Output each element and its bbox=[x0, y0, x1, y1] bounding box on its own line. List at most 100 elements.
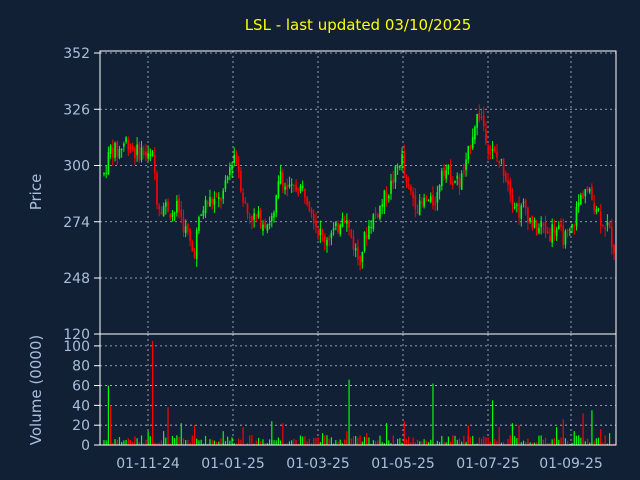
volume-bar bbox=[149, 436, 151, 445]
volume-bar bbox=[410, 442, 412, 445]
candle bbox=[142, 145, 145, 159]
candle bbox=[112, 139, 114, 166]
candle bbox=[460, 170, 463, 190]
candle bbox=[471, 128, 474, 151]
candle bbox=[266, 223, 269, 234]
candle bbox=[522, 198, 525, 208]
candle bbox=[405, 174, 408, 188]
candle bbox=[297, 187, 300, 197]
candle bbox=[158, 203, 161, 217]
volume-spike-bar bbox=[591, 410, 593, 445]
x-tick-label: 01-07-25 bbox=[456, 456, 520, 472]
candle bbox=[493, 145, 496, 154]
candle bbox=[204, 195, 207, 218]
candle bbox=[145, 144, 147, 162]
volume-bar bbox=[597, 437, 600, 445]
volume-bar bbox=[251, 435, 253, 445]
candle bbox=[202, 205, 205, 220]
candle bbox=[215, 192, 218, 198]
volume-bar bbox=[293, 438, 295, 445]
x-tick-label: 01-05-25 bbox=[371, 456, 435, 472]
volume-spike-bar bbox=[348, 379, 350, 445]
volume-spike-bar bbox=[608, 433, 611, 445]
volume-bar bbox=[127, 438, 129, 445]
candle bbox=[103, 172, 105, 177]
volume-bar bbox=[374, 440, 377, 445]
candle bbox=[555, 227, 558, 241]
candle bbox=[606, 214, 609, 232]
volume-bar bbox=[196, 438, 198, 445]
volume-bar bbox=[317, 437, 319, 445]
volume-bar bbox=[304, 436, 306, 445]
volume-bar bbox=[595, 438, 597, 445]
candle bbox=[569, 227, 571, 236]
x-tick-label: 01-09-25 bbox=[539, 456, 603, 472]
volume-bar bbox=[575, 435, 578, 445]
candle bbox=[321, 228, 324, 242]
volume-bar bbox=[185, 440, 187, 445]
candle bbox=[257, 206, 260, 219]
volume-bar bbox=[291, 440, 293, 445]
volume-axis-label: Volume (0000) bbox=[27, 335, 45, 445]
candle bbox=[138, 141, 141, 163]
volume-bar bbox=[280, 440, 282, 445]
candle bbox=[394, 164, 397, 189]
candle bbox=[273, 210, 275, 223]
candle bbox=[107, 146, 110, 175]
volume-bar bbox=[445, 442, 447, 445]
candle bbox=[370, 219, 372, 234]
candle bbox=[105, 165, 108, 179]
candle bbox=[233, 147, 236, 167]
candle bbox=[299, 184, 302, 194]
volume-bar bbox=[178, 436, 180, 445]
candle bbox=[341, 212, 344, 228]
candle bbox=[361, 251, 364, 269]
candle bbox=[588, 187, 591, 195]
volume-bar bbox=[516, 438, 518, 445]
volume-bar bbox=[567, 440, 569, 445]
candle bbox=[319, 220, 322, 243]
volume-spike-bar bbox=[242, 427, 244, 445]
candle bbox=[593, 194, 595, 215]
volume-bar bbox=[522, 440, 525, 445]
volume-spike-bar bbox=[573, 431, 575, 445]
volume-bar bbox=[341, 443, 344, 445]
volume-bar bbox=[461, 441, 463, 445]
candle bbox=[432, 186, 434, 210]
volume-bar bbox=[560, 437, 562, 445]
volume-bar bbox=[233, 443, 235, 445]
candle bbox=[407, 176, 410, 190]
candle bbox=[131, 142, 134, 152]
volume-bar bbox=[330, 437, 333, 445]
candle bbox=[136, 137, 138, 162]
candle bbox=[423, 193, 425, 209]
volume-bar bbox=[408, 436, 410, 445]
candle bbox=[458, 173, 461, 196]
volume-bar bbox=[392, 435, 394, 445]
candle bbox=[421, 197, 423, 208]
candle bbox=[173, 211, 176, 221]
volume-bar bbox=[266, 443, 268, 445]
volume-bar bbox=[136, 438, 138, 445]
volume-spike-bar bbox=[180, 423, 182, 445]
candle bbox=[264, 218, 266, 229]
volume-bar bbox=[213, 440, 215, 445]
candle bbox=[374, 207, 377, 220]
candle bbox=[171, 210, 174, 222]
volume-spike-bar bbox=[163, 431, 165, 445]
candle bbox=[162, 202, 165, 217]
volume-bar bbox=[363, 436, 366, 445]
candle bbox=[176, 195, 178, 217]
candle bbox=[465, 152, 467, 177]
volume-bar bbox=[191, 435, 193, 445]
x-tick-label: 01-01-25 bbox=[201, 456, 265, 472]
candle bbox=[469, 144, 472, 154]
candle bbox=[518, 196, 520, 225]
candle bbox=[352, 229, 355, 256]
candle bbox=[542, 221, 545, 234]
candle bbox=[474, 125, 476, 145]
candle bbox=[231, 161, 233, 178]
volume-spike-bar bbox=[403, 421, 405, 445]
volume-bar bbox=[425, 440, 427, 445]
candle bbox=[376, 212, 379, 219]
